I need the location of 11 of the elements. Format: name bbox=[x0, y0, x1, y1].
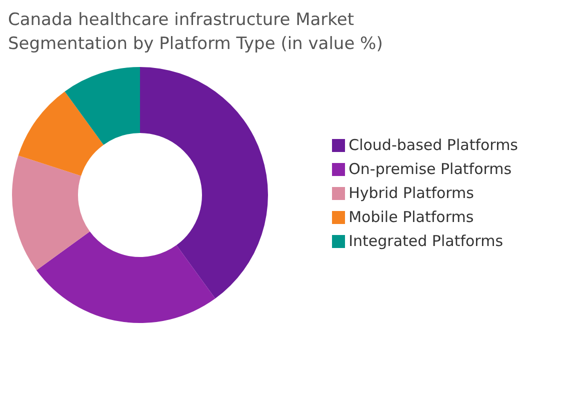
donut-slice bbox=[12, 155, 90, 270]
legend-label: Mobile Platforms bbox=[348, 208, 474, 226]
donut-slice bbox=[18, 91, 104, 176]
donut-slice bbox=[36, 231, 216, 323]
donut-slice bbox=[64, 67, 140, 145]
donut-slice bbox=[140, 67, 268, 299]
legend-label: Hybrid Platforms bbox=[348, 184, 474, 202]
chart-title: Canada healthcare infrastructure Market Segmentation by Platform Type (in value %) bbox=[8, 9, 384, 56]
legend-label: Integrated Platforms bbox=[348, 232, 504, 250]
legend-label: On-premise Platforms bbox=[348, 160, 512, 178]
legend-label: Cloud-based Platforms bbox=[348, 136, 518, 154]
